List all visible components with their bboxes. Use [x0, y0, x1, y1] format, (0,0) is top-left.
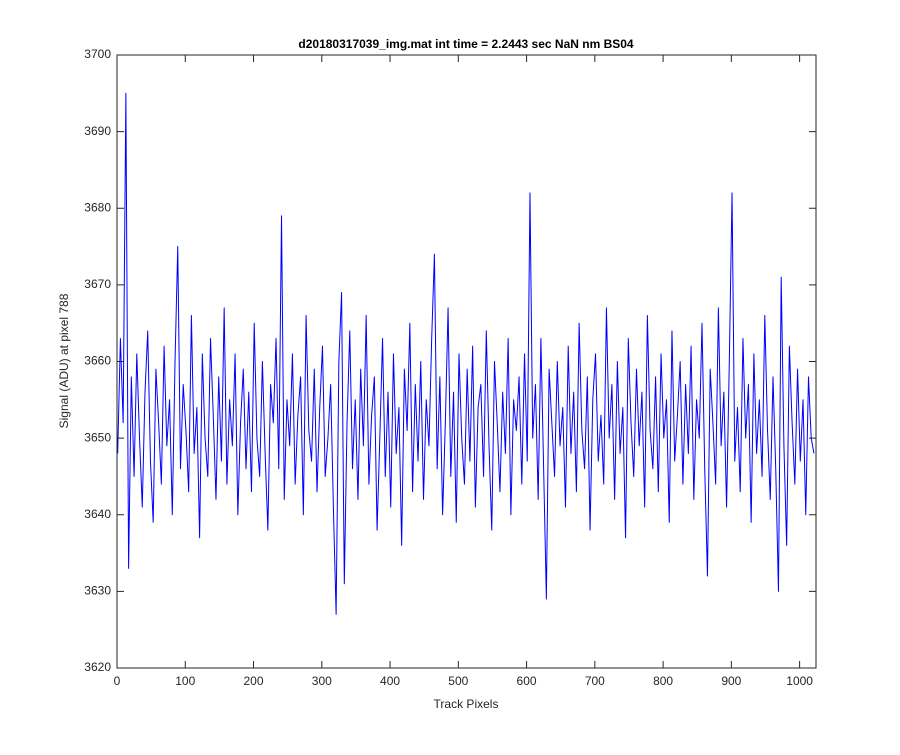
y-tick-label: 3680: [84, 200, 111, 214]
y-tick-label: 3670: [84, 277, 111, 291]
x-tick-label: 600: [517, 674, 537, 688]
x-tick-label: 1000: [786, 674, 813, 688]
x-tick-label: 900: [721, 674, 741, 688]
chart-title: d20180317039_img.mat int time = 2.2443 s…: [298, 37, 634, 51]
x-tick-label: 300: [312, 674, 332, 688]
x-tick-label: 700: [585, 674, 605, 688]
y-tick-label: 3700: [84, 47, 111, 61]
x-tick-label: 0: [114, 674, 121, 688]
x-tick-label: 800: [653, 674, 673, 688]
x-tick-label: 400: [380, 674, 400, 688]
y-axis-label: Signal (ADU) at pixel 788: [57, 293, 71, 428]
y-tick-label: 3650: [84, 430, 111, 444]
y-tick-label: 3630: [84, 584, 111, 598]
y-tick-label: 3660: [84, 354, 111, 368]
y-tick-label: 3640: [84, 507, 111, 521]
y-tick-label: 3620: [84, 660, 111, 674]
x-tick-label: 500: [448, 674, 468, 688]
x-tick-label: 100: [175, 674, 195, 688]
x-tick-label: 200: [244, 674, 264, 688]
data-line: [117, 92, 815, 615]
x-axis-label: Track Pixels: [434, 697, 499, 711]
y-tick-label: 3690: [84, 124, 111, 138]
